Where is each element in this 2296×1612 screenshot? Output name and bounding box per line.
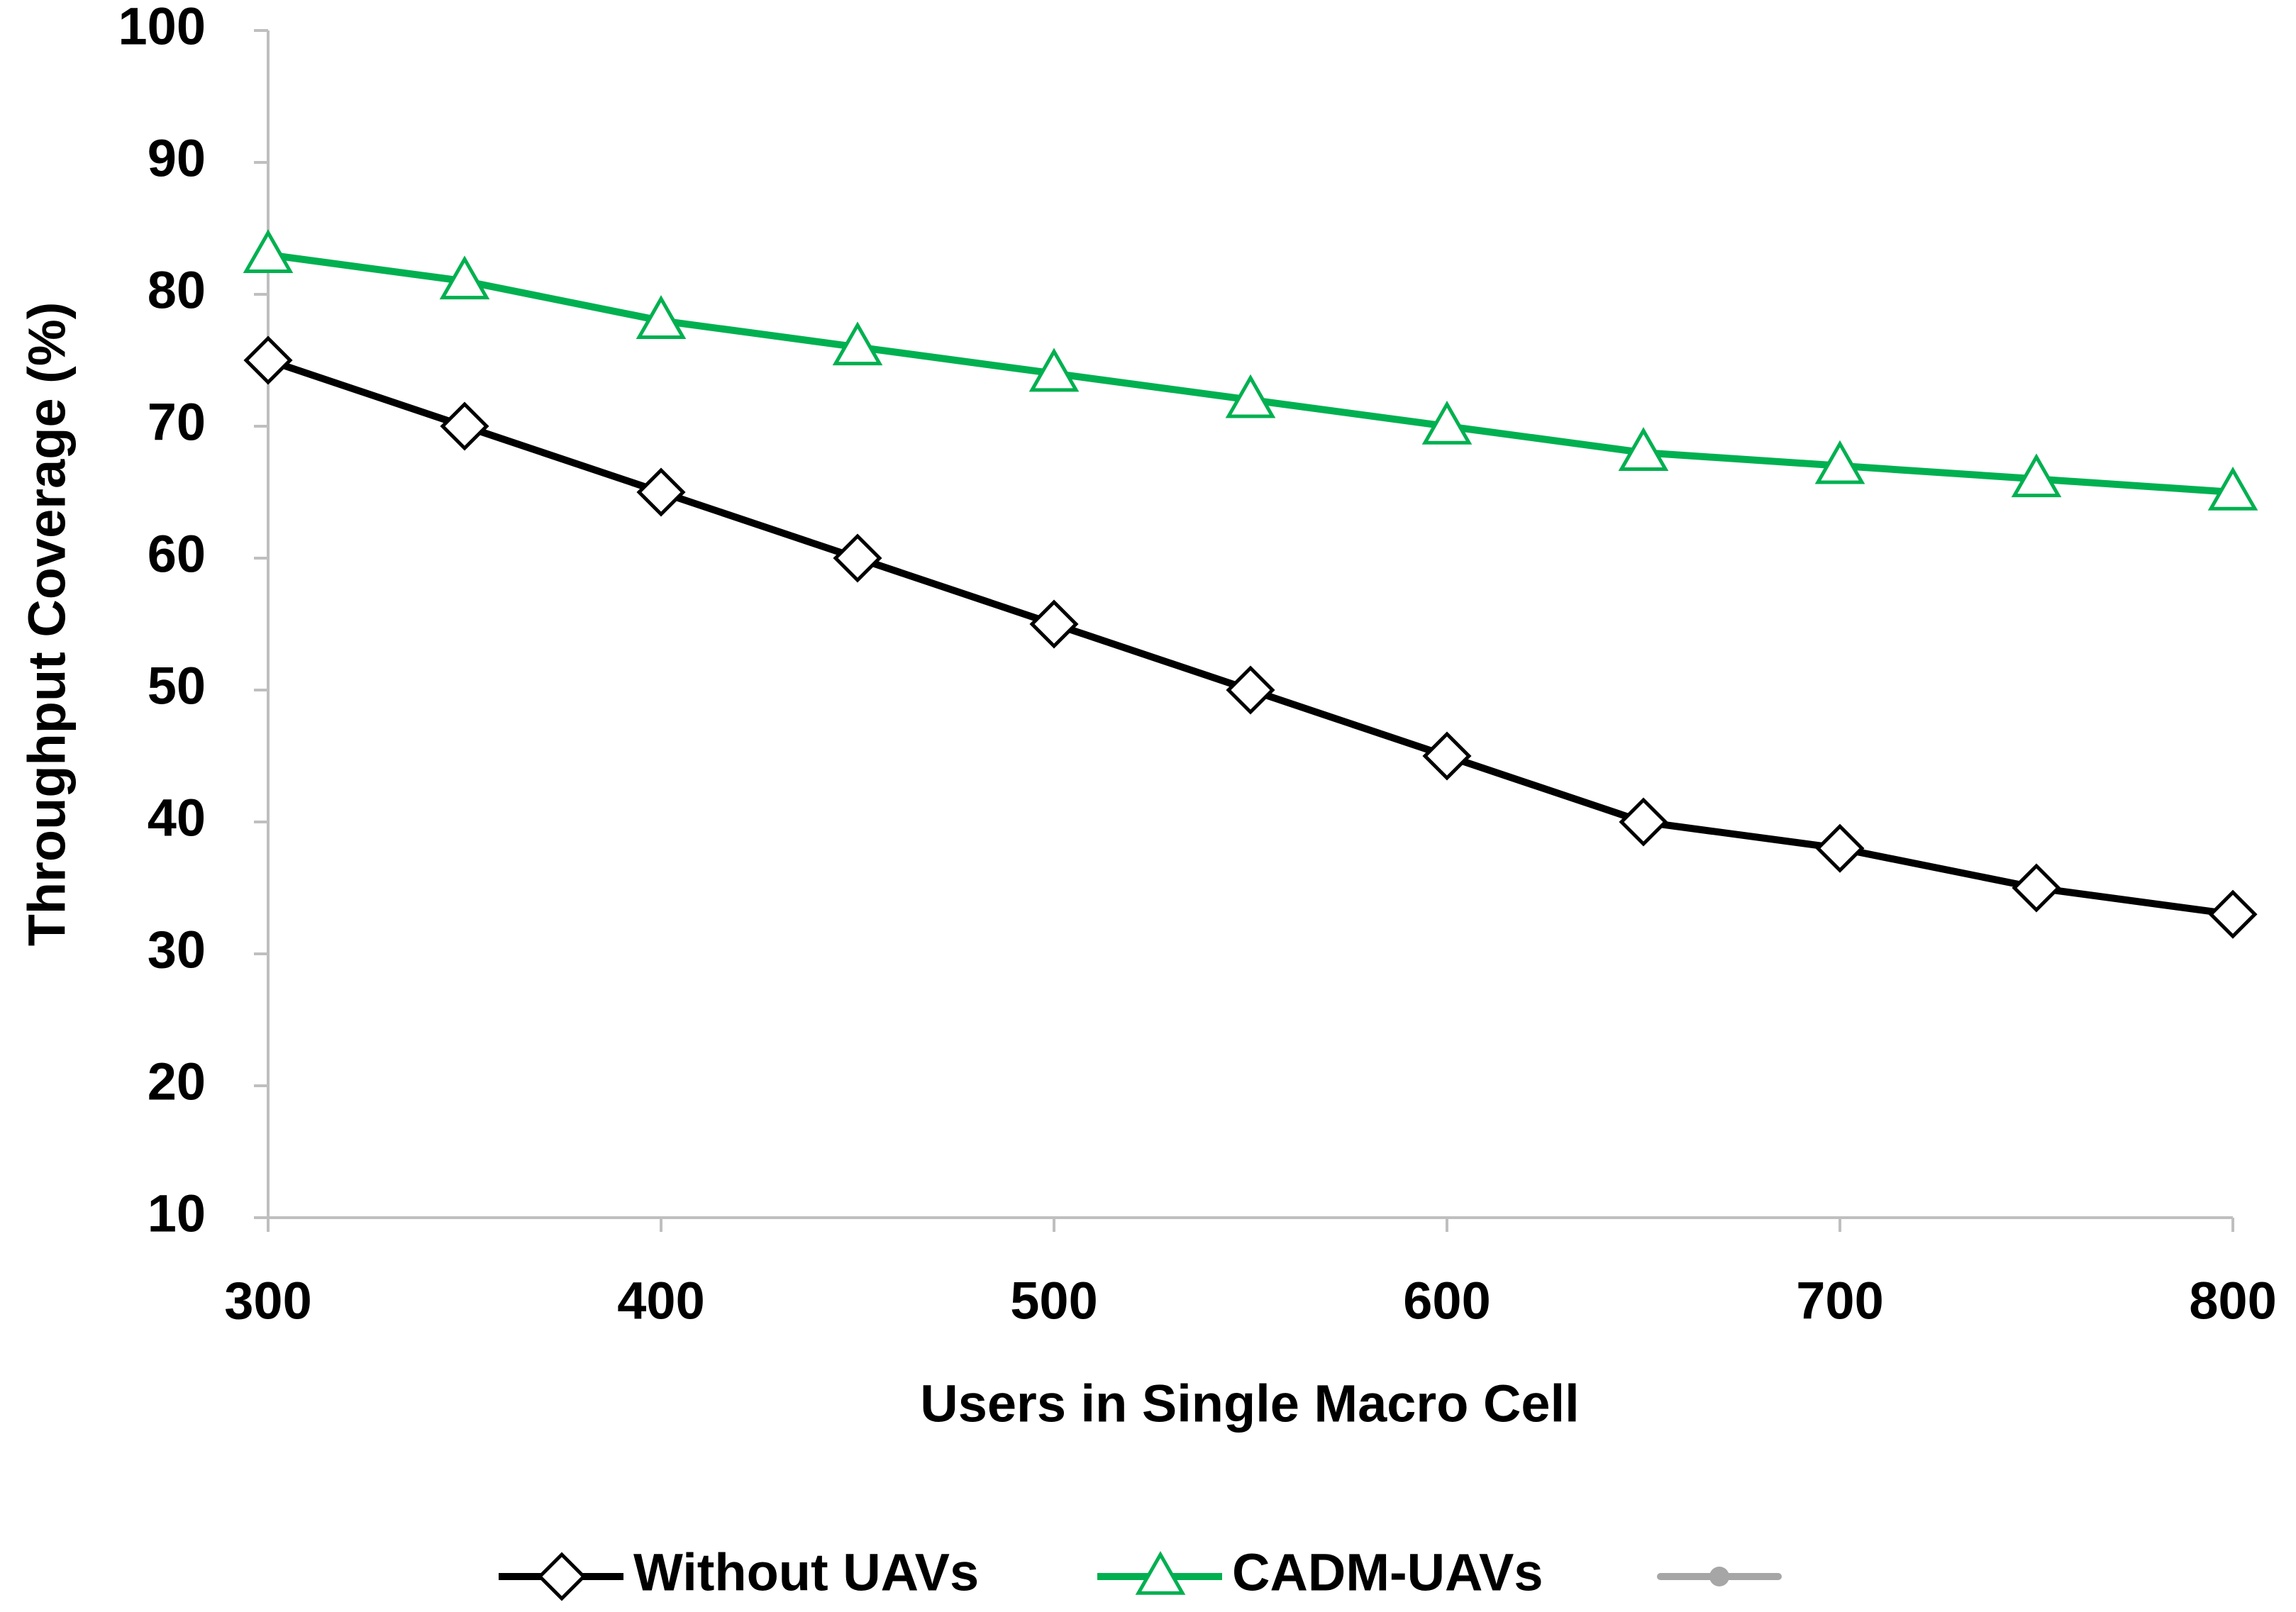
legend-label: CADM-UAVs	[1232, 1543, 1543, 1602]
marker	[1421, 400, 1473, 445]
marker	[537, 1552, 587, 1601]
y-tick-label: 70	[148, 393, 206, 452]
marker	[2208, 889, 2258, 939]
y-tick-label: 50	[148, 657, 206, 716]
marker	[1814, 440, 1865, 484]
marker	[243, 335, 293, 385]
marker	[1028, 348, 1080, 392]
y-tick-label: 60	[148, 525, 206, 584]
x-tick-label: 700	[1796, 1272, 1883, 1330]
y-axis-label: Throughput Coverage (%)	[18, 302, 77, 947]
marker	[1422, 731, 1472, 781]
marker	[243, 229, 294, 273]
marker	[2012, 863, 2061, 913]
marker	[1619, 797, 1668, 847]
x-tick-label: 300	[224, 1272, 311, 1330]
marker	[833, 533, 882, 583]
legend-label: Without UAVs	[633, 1543, 979, 1602]
y-tick-label: 80	[148, 261, 206, 320]
marker	[2011, 453, 2062, 498]
y-tick-label: 30	[148, 921, 206, 979]
marker	[439, 255, 490, 300]
marker	[636, 295, 687, 339]
marker	[832, 321, 883, 366]
x-tick-label: 500	[1010, 1272, 1097, 1330]
x-axis-label: Users in Single Macro Cell	[920, 1374, 1579, 1433]
marker	[1815, 823, 1865, 873]
marker	[1226, 665, 1275, 715]
y-tick-label: 10	[148, 1184, 206, 1243]
y-tick-label: 100	[118, 0, 206, 56]
marker	[636, 467, 686, 517]
marker	[1225, 374, 1276, 418]
x-tick-label: 400	[617, 1272, 704, 1330]
legend-marker	[1709, 1567, 1729, 1586]
marker	[2207, 466, 2258, 511]
marker	[1618, 427, 1669, 471]
y-tick-label: 90	[148, 129, 206, 188]
series-line	[267, 357, 2234, 918]
y-tick-label: 40	[148, 789, 206, 847]
x-tick-label: 600	[1403, 1272, 1490, 1330]
x-tick-label: 800	[2189, 1272, 2276, 1330]
marker	[1135, 1550, 1186, 1595]
marker	[440, 401, 489, 451]
legend-unnamed	[1657, 1567, 1782, 1586]
y-tick-label: 20	[148, 1052, 206, 1111]
marker	[1029, 599, 1079, 649]
